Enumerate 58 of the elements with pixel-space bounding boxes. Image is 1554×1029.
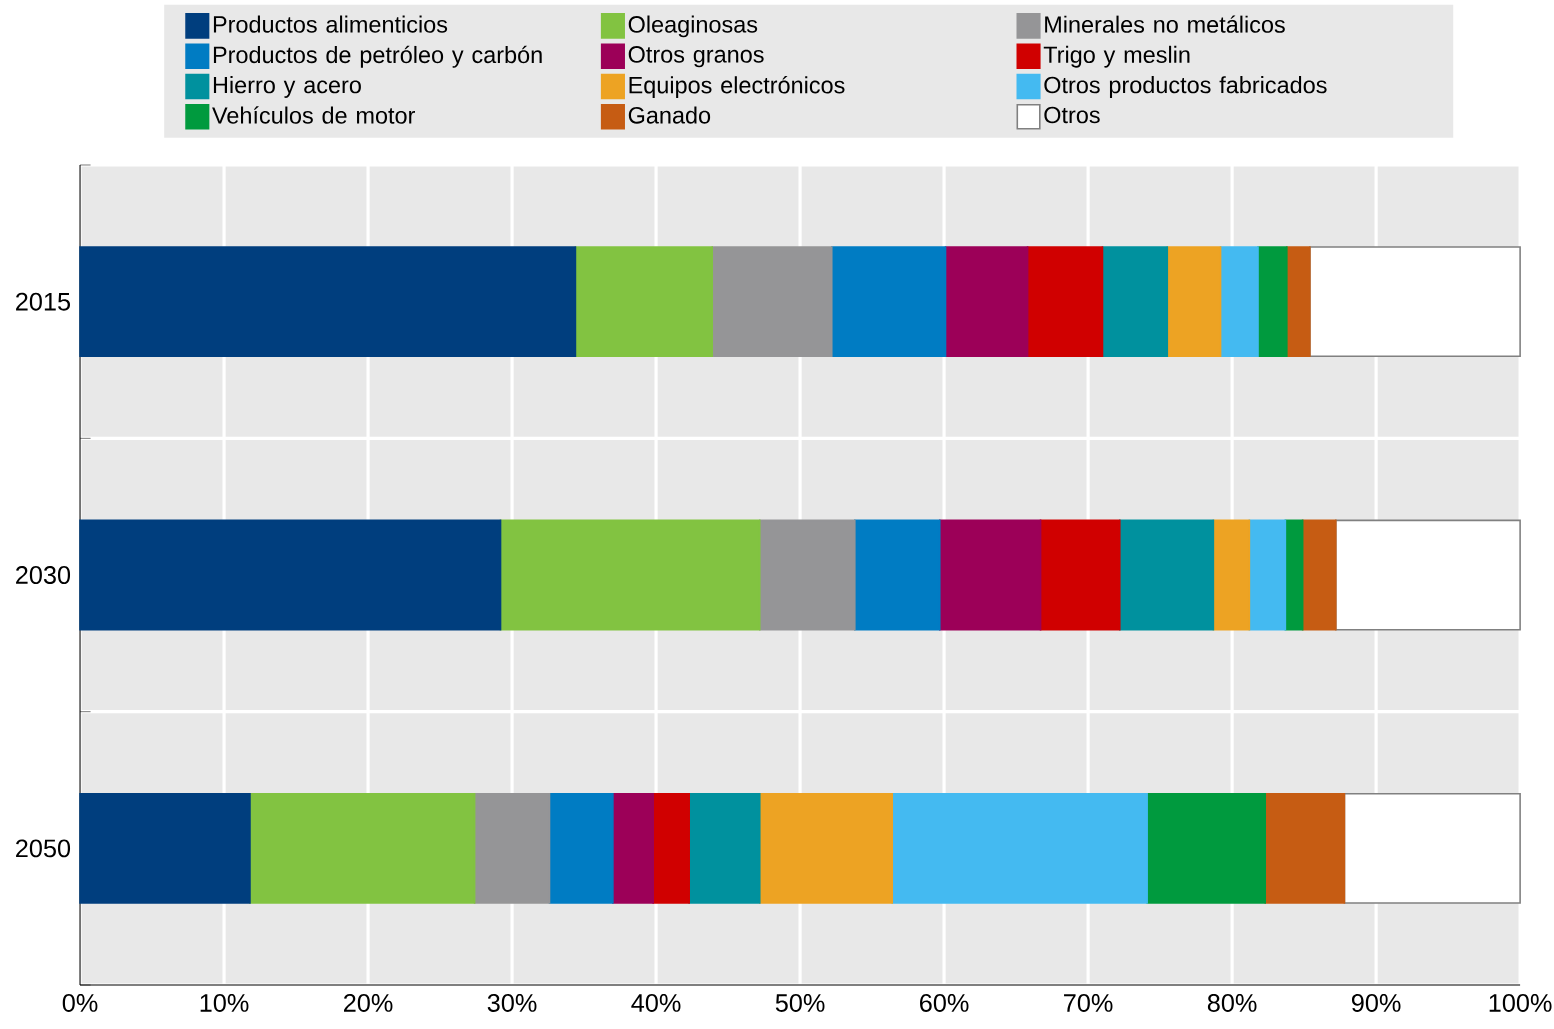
legend-label: Trigo y meslin bbox=[1043, 45, 1190, 68]
bar bbox=[688, 792, 761, 904]
x-tick-label: 50% bbox=[775, 993, 825, 1012]
bar bbox=[891, 792, 1148, 904]
bar bbox=[758, 792, 894, 904]
y-tick-label: 2015 bbox=[16, 292, 71, 311]
bar bbox=[652, 792, 690, 904]
legend-label: Otros bbox=[1044, 106, 1100, 124]
bar bbox=[758, 519, 856, 631]
bar bbox=[548, 792, 614, 904]
legend-label: Productos de petróleo y carbón bbox=[213, 45, 542, 68]
bar bbox=[1166, 246, 1222, 358]
bar bbox=[1257, 246, 1288, 358]
y-tick-label: 2050 bbox=[16, 839, 71, 858]
bar bbox=[249, 792, 476, 904]
bar bbox=[79, 246, 577, 358]
x-tick-label: 100% bbox=[1489, 993, 1552, 1012]
bar bbox=[473, 792, 551, 904]
bar bbox=[79, 519, 502, 631]
legend-label: Minerales no metálicos bbox=[1045, 15, 1285, 33]
bar bbox=[1248, 519, 1287, 631]
x-tick-label: 90% bbox=[1351, 993, 1401, 1012]
y-tick-label: 2030 bbox=[16, 566, 71, 584]
x-tick-label: 0% bbox=[62, 993, 98, 1012]
legend-label: Ganado bbox=[628, 106, 711, 124]
bar bbox=[1039, 519, 1121, 631]
legend-label: Hierro y acero bbox=[213, 76, 361, 98]
bar bbox=[79, 792, 251, 904]
bar bbox=[938, 519, 1042, 631]
bar bbox=[1301, 519, 1337, 631]
legend-label: Otros productos fabricados bbox=[1044, 76, 1327, 98]
legend-label: Otros granos bbox=[628, 46, 764, 68]
bar bbox=[1101, 246, 1169, 358]
x-tick-label: 60% bbox=[920, 993, 969, 1012]
bar bbox=[1286, 246, 1311, 358]
x-tick-label: 30% bbox=[487, 993, 537, 1012]
x-tick-label: 70% bbox=[1064, 993, 1113, 1012]
bar bbox=[612, 792, 654, 904]
bar bbox=[1264, 792, 1346, 904]
legend-label: Equipos electrónicos bbox=[629, 75, 845, 99]
bar bbox=[944, 246, 1029, 358]
bar bbox=[830, 246, 947, 358]
x-tick-label: 40% bbox=[631, 993, 681, 1012]
bar bbox=[854, 519, 941, 631]
legend-label: Vehículos de motor bbox=[212, 106, 415, 124]
x-tick-label: 20% bbox=[344, 993, 393, 1012]
bar bbox=[1212, 519, 1251, 631]
bar bbox=[1146, 792, 1267, 904]
legend-label: Oleaginosas bbox=[628, 15, 758, 38]
legend-label: Productos alimenticios bbox=[213, 15, 448, 33]
bar bbox=[574, 246, 714, 358]
x-tick-label: 10% bbox=[200, 993, 249, 1012]
bar bbox=[711, 246, 833, 358]
x-tick-label: 80% bbox=[1207, 993, 1257, 1012]
bar bbox=[1026, 246, 1104, 358]
bar bbox=[1219, 246, 1259, 358]
bar bbox=[1118, 519, 1215, 631]
bar bbox=[499, 519, 761, 631]
